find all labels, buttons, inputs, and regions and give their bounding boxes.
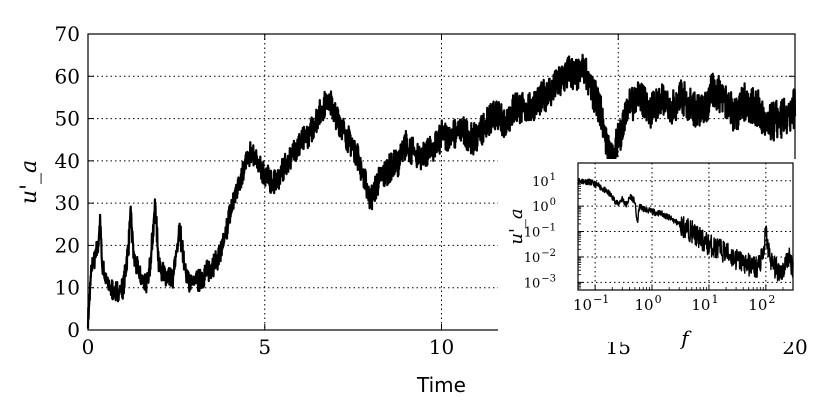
inset-y-tick-exponent: 1 [550, 172, 556, 183]
main-x-tick-label: 5 [258, 335, 271, 359]
main-y-tick-label: 40 [55, 149, 80, 173]
main-y-tick-label: 10 [55, 276, 80, 300]
inset-x-tick-exponent: −1 [593, 293, 609, 306]
main-y-axis-label-base: u'_a [17, 160, 42, 204]
main-y-tick-label: 70 [55, 22, 80, 46]
inset-y-tick-exponent: −2 [541, 248, 556, 259]
main-y-tick-label: 30 [55, 191, 80, 215]
main-y-axis-label: u'_a [17, 160, 42, 204]
inset-x-tick-exponent: 2 [768, 293, 775, 306]
main-y-tick-label: 60 [55, 64, 80, 88]
main-x-tick-label: 0 [82, 335, 95, 359]
inset-x-tick-exponent: 0 [655, 293, 662, 306]
inset-y-axis-label: u'_a [506, 208, 527, 244]
inset-x-tick-exponent: 1 [711, 293, 718, 306]
inset-background [498, 159, 797, 342]
inset-y-tick-exponent: −1 [541, 223, 556, 234]
main-x-tick-label: 10 [429, 335, 454, 359]
inset-frame [577, 162, 794, 291]
main-y-tick-label: 20 [55, 233, 80, 257]
main-y-tick-label: 50 [55, 107, 80, 131]
inset-y-tick-exponent: −3 [541, 273, 556, 284]
inset-series-line [577, 178, 794, 282]
main-grid [88, 34, 795, 330]
main-y-tick-label: 0 [67, 318, 80, 342]
main-series-line [86, 53, 797, 329]
inset-y-tick-exponent: 0 [550, 197, 556, 208]
main-x-axis-label: Time [416, 373, 466, 397]
